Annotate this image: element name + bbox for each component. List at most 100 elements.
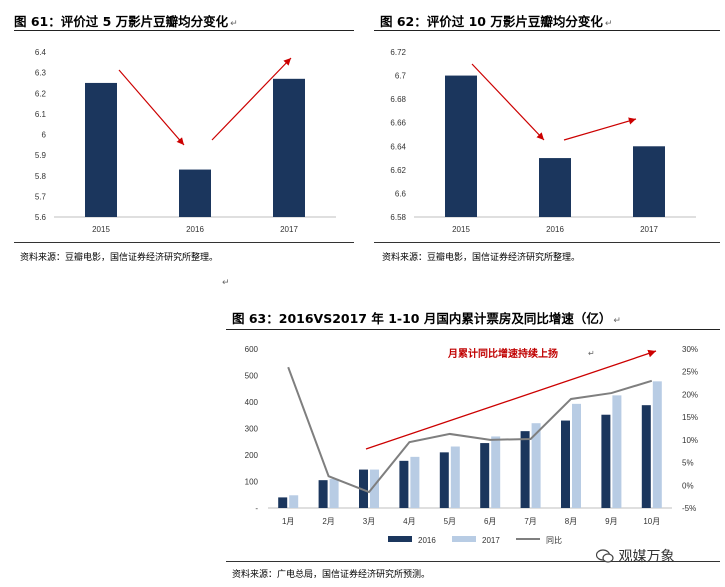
fig63-bar-2016 <box>601 414 611 508</box>
fig63-xtick-label: 1月 <box>282 517 294 526</box>
fig62-title: 图 62：评价过 10 万影片豆瓣均分变化 ↵ <box>380 11 612 30</box>
fig62-ytick-label: 6.66 <box>390 119 406 128</box>
fig63-ytick-label: - <box>255 504 258 513</box>
fig62-ytick-label: 6.58 <box>390 213 406 222</box>
fig62-ytick-label: 6.64 <box>390 142 406 151</box>
fig61-ytick-label: 5.8 <box>35 172 47 181</box>
fig61-bottom-rule <box>14 242 354 243</box>
fig61-title: 图 61：评价过 5 万影片豆瓣均分变化 ↵ <box>14 11 238 30</box>
fig63-xtick-label: 9月 <box>605 517 617 526</box>
fig63-annotation: 月累计同比增速持续上扬 <box>447 347 558 360</box>
fig61-source: 资料来源：豆瓣电影，国信证券经济研究所整理。 <box>20 253 219 263</box>
fig63-bottom-rule <box>226 561 720 562</box>
fig63-bar-2017 <box>329 478 339 508</box>
watermark: 观媒万象 <box>595 546 675 566</box>
fig61-xtick-label: 2016 <box>186 225 204 234</box>
fig63-y2tick-label: 10% <box>682 436 698 445</box>
fig61-xtick-label: 2017 <box>280 225 298 234</box>
fig63-trend-arrow <box>365 349 657 450</box>
fig63-bar-2017 <box>410 456 420 508</box>
fig61-ytick-label: 6 <box>42 131 47 140</box>
fig61-ytick-label: 6.3 <box>35 69 47 78</box>
fig61-bar-2016 <box>179 169 211 217</box>
fig61-title-text: 图 61：评价过 5 万影片豆瓣均分变化 <box>14 14 229 29</box>
fig62-bar-2017 <box>633 146 665 217</box>
fig63-legend-label-yoy: 同比 <box>546 535 562 545</box>
fig63-bar-2016 <box>641 405 651 508</box>
fig63-xtick-label: 4月 <box>403 517 415 526</box>
fig62-ytick-label: 6.6 <box>395 189 407 198</box>
fig63-title-mark: ↵ <box>613 316 621 326</box>
fig63-bar-2017 <box>652 381 662 508</box>
fig61-ytick-label: 6.1 <box>35 110 47 119</box>
fig63-ytick-label: 100 <box>245 478 259 487</box>
fig63-xtick-label: 8月 <box>565 517 577 526</box>
fig61-bar-2015 <box>85 82 117 217</box>
fig63-bar-2016 <box>399 460 409 508</box>
fig63-xtick-label: 10月 <box>643 517 660 526</box>
fig63-bar-2016 <box>359 469 368 508</box>
fig63-bar-2017 <box>450 446 460 508</box>
fig63-bar-2017 <box>491 436 501 508</box>
fig61-chart: 5.6 5.7 5.8 5.9 6 6.1 6.2 6.3 6.4 2015 2016 2017 <box>35 48 336 234</box>
fig61-bar-2017 <box>273 78 305 217</box>
fig63-xtick-label: 2月 <box>322 517 334 526</box>
fig63-line-yoy <box>287 366 653 494</box>
fig62-xtick-label: 2017 <box>640 225 658 234</box>
fig63-bar-2016 <box>561 420 570 508</box>
fig62-top-rule <box>374 30 720 31</box>
fig63-bar-2016 <box>318 480 328 508</box>
fig62-bar-2015 <box>445 75 477 217</box>
fig63-bar-2016 <box>439 452 449 508</box>
fig62-trend-arrow-2 <box>563 117 637 141</box>
fig63-y2tick-label: 15% <box>682 413 698 422</box>
fig63-ytick-label: 500 <box>245 372 259 381</box>
fig62-title-mark: ↵ <box>604 19 613 29</box>
fig61-ytick-label: 6.2 <box>35 89 47 98</box>
fig63-xtick-label: 6月 <box>484 517 496 526</box>
fig62-chart: 6.58 6.6 6.62 6.64 6.66 6.68 6.7 6.72 2015 2016 20… <box>390 48 696 234</box>
fig63-y2tick-label: -5% <box>682 504 696 513</box>
fig63-xtick-label: 5月 <box>444 517 456 526</box>
fig63-xtick-label: 3月 <box>363 517 375 526</box>
fig62-title-text: 图 62：评价过 10 万影片豆瓣均分变化 <box>380 14 603 29</box>
fig63-bar-2016 <box>480 443 490 508</box>
fig63-legend-swatch-2017 <box>452 536 476 542</box>
fig63-bar-2017 <box>531 423 541 508</box>
fig63-top-rule <box>226 329 720 330</box>
fig62-bar-2016 <box>539 158 571 217</box>
fig63-y2tick-label: 30% <box>682 345 698 354</box>
watermark-text: 观媒万象 <box>618 549 675 565</box>
fig61-ytick-label: 5.6 <box>35 213 47 222</box>
fig63-bar-2016 <box>278 497 288 508</box>
fig61-title-mark: ↵ <box>230 19 238 29</box>
wechat-icon <box>595 549 614 563</box>
fig62-xtick-label: 2015 <box>452 225 470 234</box>
fig63-source: 资料来源：广电总局，国信证券经济研究所预测。 <box>232 570 431 580</box>
fig63-ytick-label: 300 <box>245 425 259 434</box>
fig63-legend-label-2017: 2017 <box>482 536 500 545</box>
fig61-trend-arrow-2 <box>211 57 292 141</box>
fig62-ytick-label: 6.68 <box>390 95 406 104</box>
fig62-ytick-label: 6.7 <box>395 72 407 81</box>
fig62-ytick-label: 6.62 <box>390 166 406 175</box>
fig62-bottom-rule <box>374 242 720 243</box>
paragraph-mark-1: ↵ <box>222 278 230 288</box>
fig63-title: 图 63：2016VS2017 年 1-10 月国内累计票房及同比增速（亿） ↵ <box>232 308 621 327</box>
fig63-chart: - 100 200 300 400 500 600 -5% 0% 5% 10% 15% 20% 25% 30… <box>245 345 698 545</box>
fig61-trend-arrow-1 <box>118 69 185 146</box>
fig62-xtick-label: 2016 <box>546 225 564 234</box>
fig63-y2tick-label: 20% <box>682 390 698 399</box>
fig61-ytick-label: 6.4 <box>35 48 47 57</box>
fig62-source: 资料来源：豆瓣电影，国信证券经济研究所整理。 <box>382 253 581 263</box>
fig63-title-text: 图 63：2016VS2017 年 1-10 月国内累计票房及同比增速（亿） <box>232 311 612 326</box>
fig63-bar-2017 <box>572 403 581 508</box>
fig63-y2tick-label: 25% <box>682 368 698 377</box>
fig63-legend-label-2016: 2016 <box>418 536 436 545</box>
fig63-ytick-label: 200 <box>245 451 259 460</box>
fig63-bar-2017 <box>612 395 622 508</box>
fig61-ytick-label: 5.9 <box>35 151 47 160</box>
fig63-xtick-label: 7月 <box>524 517 536 526</box>
fig61-top-rule <box>14 30 354 31</box>
fig63-legend-swatch-2016 <box>388 536 412 542</box>
